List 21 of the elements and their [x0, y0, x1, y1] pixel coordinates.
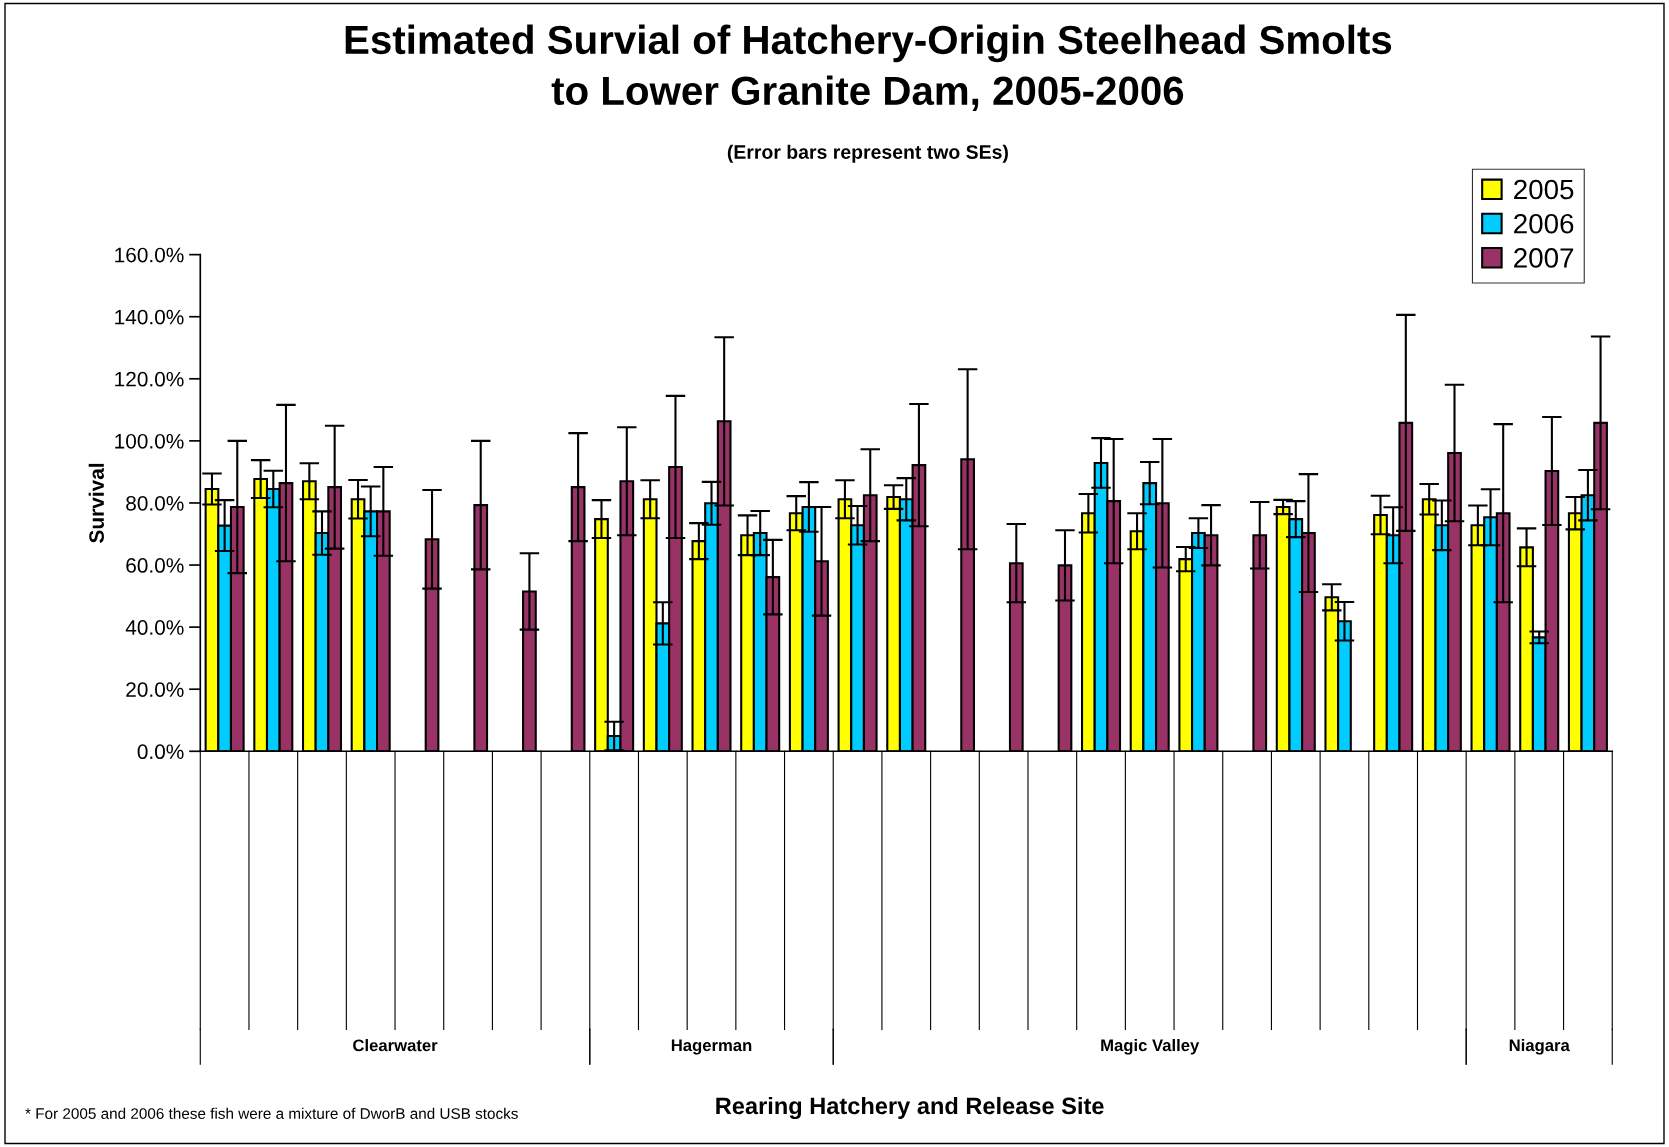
text: Niagara	[1509, 1038, 1570, 1055]
y-tick-label: 80.0%	[126, 495, 184, 511]
legend-label: 2007	[1514, 248, 1574, 268]
chart-subtitle: (Error bars represent two SEs)	[727, 144, 1008, 163]
y-tick-label: 140.0%	[115, 309, 184, 325]
legend-label: 2006	[1514, 213, 1574, 234]
text: Rearing Hatchery and Release Site	[716, 1096, 1104, 1120]
text: * For 2005 and 2006 these fish were a mixture of DworB and USB stocks	[25, 1107, 518, 1119]
y-tick-label: 0.0%	[137, 744, 184, 760]
text: Magic Valley	[1101, 1038, 1200, 1055]
y-tick-label: 20.0%	[126, 682, 184, 697]
y-tick-label: 100.0%	[115, 433, 184, 449]
y-tick-label: 120.0%	[115, 371, 184, 387]
y-tick-label: 60.0%	[126, 558, 184, 573]
text: Clearwater	[353, 1039, 438, 1052]
text: Hagerman	[671, 1039, 752, 1055]
legend-label: 2005	[1514, 179, 1574, 200]
y-tick-label: 160.0%	[115, 247, 184, 263]
y-axis-title: Survival	[88, 463, 104, 543]
chart-title: Estimated Survial of Hatchery-Origin Steelhead Smolts to Lower Granite Dam, 2005-2006	[345, 24, 1392, 111]
y-tick-label: 40.0%	[125, 620, 184, 635]
